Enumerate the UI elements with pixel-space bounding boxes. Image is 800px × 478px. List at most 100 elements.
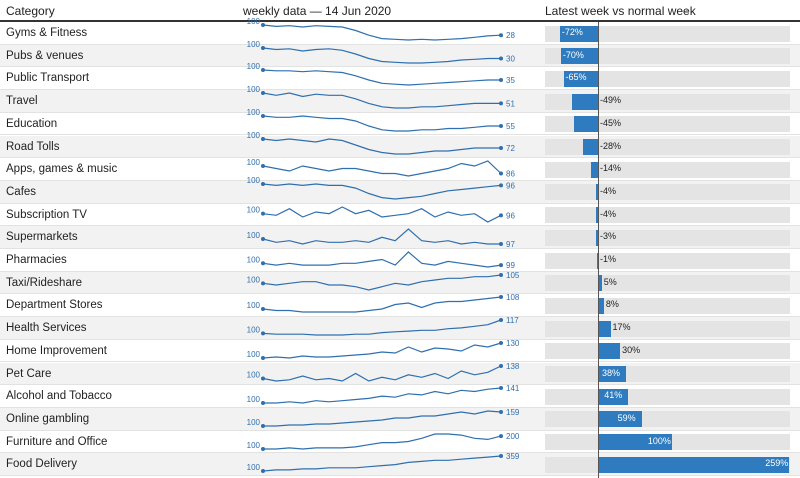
table-row[interactable]: Subscription TV 100 96 -4% [0, 204, 800, 227]
sparkline-start-dot [261, 355, 265, 360]
table-row[interactable]: Education 100 55 -45% [0, 108, 800, 136]
table-row[interactable]: Road Tolls 100 72 -28% [0, 131, 800, 159]
change-bar[interactable] [560, 48, 598, 65]
category-column-header[interactable]: Category [6, 4, 55, 18]
change-bar[interactable] [598, 275, 602, 292]
sparkline-path [262, 69, 501, 86]
change-value-label: -65% [565, 72, 587, 83]
sparkline-end-label: 359 [506, 452, 520, 461]
change-bar[interactable] [598, 366, 627, 382]
sparkline-end-label: 99 [506, 261, 515, 270]
change-value-label: -28% [600, 140, 622, 151]
sparkline: 100 159 [247, 408, 520, 428]
change-value-label: -3% [600, 231, 617, 242]
change-bar[interactable] [597, 252, 599, 269]
sparkline-start-label: 100 [247, 62, 261, 71]
change-bar[interactable] [598, 388, 629, 405]
change-value-label: 30% [622, 344, 641, 355]
sparkline-end-dot [499, 171, 503, 176]
sparkline-path [262, 319, 502, 336]
table-row[interactable]: Apps, games & music 100 86 -14% [0, 158, 800, 181]
change-bar[interactable] [574, 116, 598, 133]
change-bar[interactable] [595, 184, 598, 201]
table-row[interactable]: Taxi/Rideshare 100 105 5% [0, 271, 800, 295]
table-row[interactable]: Public Transport 100 35 -65% [0, 62, 800, 91]
sparkline-end-label: 55 [506, 122, 515, 131]
sparkline: 100 30 [247, 40, 515, 64]
sparkline-start-dot [261, 307, 265, 312]
sparkline: 100 55 [247, 108, 515, 132]
table-row[interactable]: Food Delivery 100 359 259% [0, 452, 800, 476]
change-bar[interactable] [572, 93, 598, 110]
bar-track [545, 207, 790, 224]
change-bar[interactable] [590, 161, 598, 178]
change-bar[interactable] [598, 320, 611, 337]
sparkline-end-dot [499, 212, 503, 217]
sparkline-path [262, 364, 502, 382]
row-divider [0, 89, 800, 91]
table-row[interactable]: Pet Care 100 138 38% [0, 362, 800, 386]
change-bar[interactable] [598, 456, 790, 473]
table-row[interactable]: Online gambling 100 159 59% [0, 407, 800, 431]
change-bar[interactable] [559, 25, 598, 42]
sparkline-end-label: 30 [506, 54, 515, 63]
sparkline-end-label: 96 [506, 211, 515, 220]
change-bar[interactable] [598, 297, 604, 314]
sparkline-end-dot [499, 263, 503, 268]
row-divider [0, 179, 800, 181]
weekly-data-column-header[interactable]: weekly data — 14 Jun 2020 [243, 4, 392, 18]
sparkline-end-label: 108 [506, 293, 520, 302]
category-label: Health Services [6, 322, 87, 335]
table-row[interactable]: Alcohol and Tobacco 100 141 41% [0, 384, 800, 408]
sparkline-start-dot [261, 376, 265, 380]
change-bar[interactable] [598, 343, 621, 360]
table-row[interactable]: Pubs & venues 100 30 -70% [0, 40, 800, 68]
change-bar[interactable] [583, 139, 598, 155]
table-row[interactable]: Cafes 100 96 -4% [0, 176, 800, 204]
row-divider [0, 293, 800, 295]
table-row[interactable]: Furniture and Office 100 200 100% [0, 431, 800, 454]
change-bar[interactable] [598, 411, 642, 428]
row-divider [0, 406, 800, 408]
table-row[interactable]: Department Stores 100 108 8% [0, 293, 800, 318]
sparkline-end-label: 86 [506, 170, 515, 179]
sparkline-start-dot [261, 281, 265, 286]
sparkline-start-label: 100 [247, 301, 261, 310]
sparkline-start-dot [261, 23, 265, 27]
table-row[interactable]: Travel 100 51 -49% [0, 85, 800, 113]
category-label: Subscription TV [6, 208, 87, 221]
change-bar[interactable] [595, 207, 598, 224]
table-row[interactable]: Home Improvement 100 130 30% [0, 339, 800, 363]
sparkline-end-label: 96 [506, 181, 515, 190]
change-bar[interactable] [563, 70, 598, 87]
sparkline-path [262, 137, 501, 155]
bar-track [545, 229, 790, 246]
bar-track [545, 116, 790, 133]
table-row[interactable]: Gyms & Fitness 100 28 -72% [0, 17, 800, 45]
row-divider [0, 474, 800, 476]
change-value-label: 5% [603, 276, 617, 287]
sparkline-end-dot [499, 433, 503, 438]
sparkline-start-label: 100 [247, 395, 261, 404]
sort-ascending-icon[interactable]: ▲ [683, 6, 691, 15]
sparkline-end-dot [499, 454, 503, 459]
sparkline: 100 35 [247, 62, 515, 86]
sparkline: 100 97 [247, 228, 515, 249]
sparkline-path [263, 387, 502, 404]
table-row[interactable]: Supermarkets 100 97 -3% [0, 226, 800, 249]
sparkline-end-label: 159 [506, 408, 520, 417]
change-value-label: 38% [602, 367, 621, 378]
sparkline-start-label: 100 [247, 231, 261, 240]
row-divider [0, 247, 800, 249]
change-bar[interactable] [596, 229, 598, 246]
sparkline-path [263, 410, 502, 427]
row-divider [0, 202, 800, 204]
sparkline-end-label: 35 [506, 76, 515, 85]
sparkline: 100 99 [247, 251, 515, 270]
change-column-header[interactable]: Latest week vs normal week [545, 4, 696, 18]
table-row[interactable]: Health Services 100 117 17% [0, 316, 800, 340]
table-row[interactable]: Pharmacies 100 99 -1% [0, 249, 800, 272]
category-label: Alcohol and Tobacco [6, 390, 112, 403]
sparkline-end-label: 141 [506, 384, 520, 393]
change-bar[interactable] [598, 434, 672, 451]
